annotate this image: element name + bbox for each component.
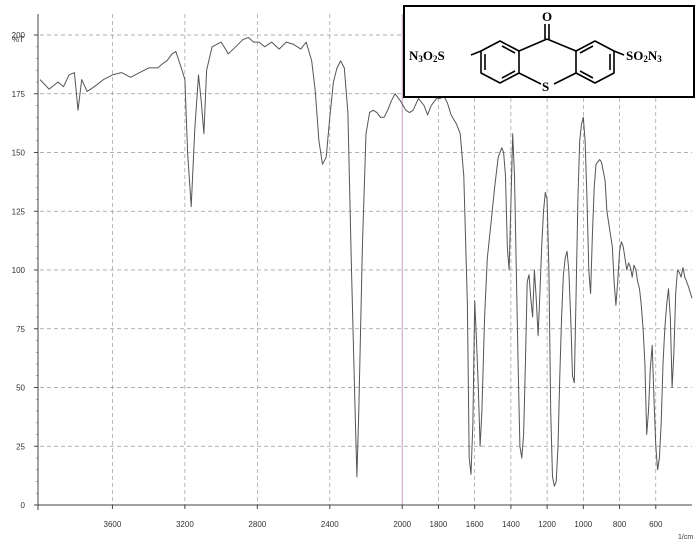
y-tick-label: 50	[16, 384, 25, 393]
x-tick-label: 3200	[176, 520, 194, 529]
sulfur-label: S	[542, 79, 550, 94]
y-ticks: 0 25 50 75 100 125 150 175 200	[12, 31, 38, 510]
y-tick-label: 0	[21, 501, 26, 510]
x-tick-label: 800	[613, 520, 627, 529]
left-sulfonyl-azide-label: N3O2S	[409, 48, 445, 64]
x-tick-label: 1800	[430, 520, 448, 529]
sulfur-bond	[518, 72, 542, 85]
y-tick-label: 100	[12, 266, 26, 275]
x-tick-label: 1400	[502, 520, 520, 529]
carbonyl-oxygen-label: O	[542, 9, 553, 24]
left-ring-double-bond	[501, 70, 516, 79]
transmittance-line	[39, 36, 693, 487]
left-ring-double-bond	[501, 45, 516, 54]
left-substituent-bond	[470, 50, 482, 56]
y-tick-label: 175	[12, 90, 26, 99]
x-tick-label: 600	[649, 520, 663, 529]
right-ring-double-bond	[579, 70, 594, 79]
y-tick-label: 150	[12, 149, 26, 158]
x-tick-label: 1200	[538, 520, 556, 529]
y-tick-label: 200	[12, 31, 26, 40]
x-tick-label: 3600	[104, 520, 122, 529]
x-tick-label: 1600	[466, 520, 484, 529]
x-axis-unit-label: 1/cm	[678, 534, 693, 541]
x-tick-label: 2400	[321, 520, 339, 529]
bridge-bond	[518, 38, 548, 52]
right-sulfonyl-azide-label: SO2N3	[626, 48, 662, 64]
chemical-structure-inset: O S N3O2S SO2N3	[403, 5, 695, 98]
sulfur-bond	[553, 72, 577, 85]
x-ticks: 3600 3200 2800 2400 2000 1800 1600 1400 1200 1000…	[104, 505, 663, 529]
y-axis-label: %T	[12, 35, 24, 44]
x-tick-label: 2800	[248, 520, 266, 529]
y-tick-label: 25	[16, 442, 25, 451]
left-benzene-ring	[480, 40, 520, 84]
right-ring-double-bond	[579, 45, 594, 54]
thioxanthone-structure-drawing	[470, 24, 625, 85]
right-substituent-bond	[613, 50, 625, 56]
y-tick-label: 125	[12, 207, 26, 216]
right-benzene-ring	[575, 40, 615, 84]
series-layer	[39, 36, 693, 487]
y-tick-label: 75	[16, 325, 25, 334]
x-tick-label: 1000	[574, 520, 592, 529]
bridge-bond	[546, 38, 577, 52]
x-tick-label: 2000	[393, 520, 411, 529]
